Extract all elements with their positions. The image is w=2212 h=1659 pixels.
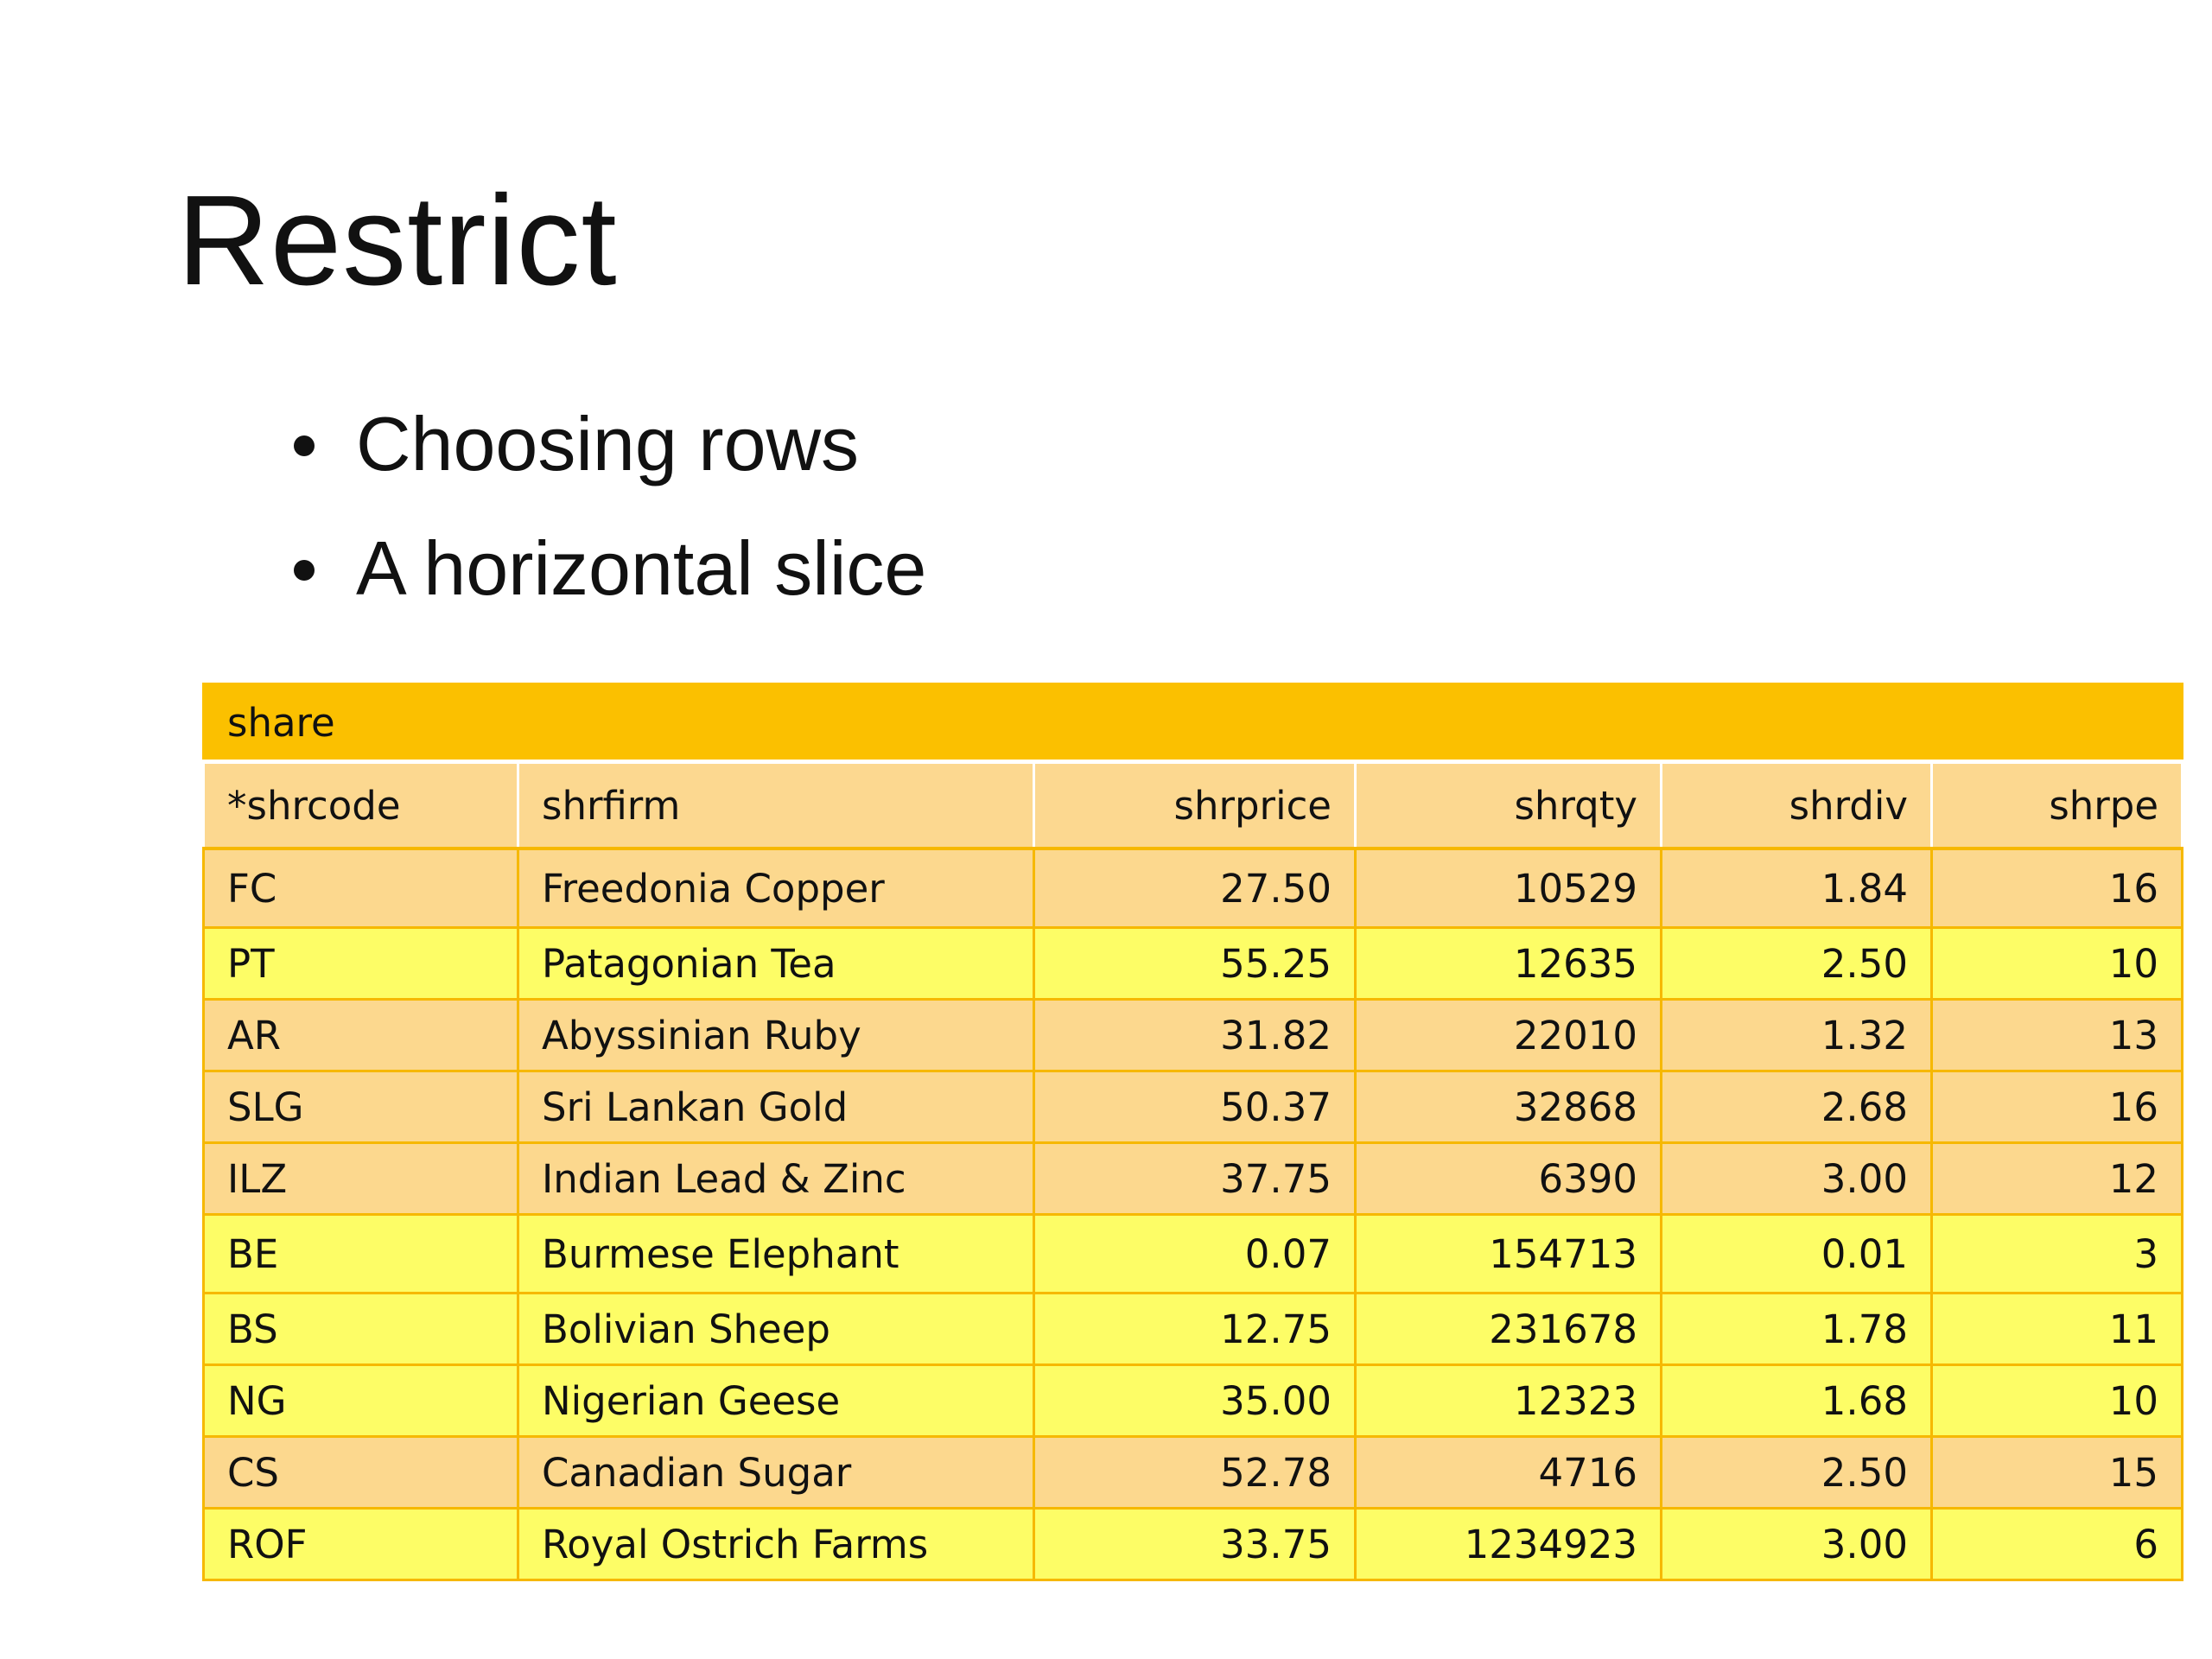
cell-shrdiv: 2.50 bbox=[1660, 926, 1933, 1001]
cell-shrprice: 12.75 bbox=[1033, 1292, 1357, 1366]
bullet-list: Choosing rows A horizontal slice bbox=[294, 406, 926, 655]
cell-shrfirm: Canadian Sugar bbox=[517, 1435, 1035, 1510]
table-row: BE Burmese Elephant 0.07 154713 0.01 3 bbox=[202, 1213, 2184, 1294]
cell-shrcode: SLG bbox=[202, 1070, 519, 1144]
table-row: BS Bolivian Sheep 12.75 231678 1.78 11 bbox=[202, 1292, 2184, 1366]
cell-shrqty: 12323 bbox=[1354, 1363, 1662, 1438]
cell-shrfirm: Patagonian Tea bbox=[517, 926, 1035, 1001]
column-header-shrprice: shrprice bbox=[1033, 760, 1357, 850]
cell-shrcode: AR bbox=[202, 998, 519, 1072]
share-table: share *shrcode shrfirm shrprice shrqty s… bbox=[201, 683, 2184, 1581]
cell-shrqty: 6390 bbox=[1354, 1141, 1662, 1216]
column-header-shrcode: *shrcode bbox=[202, 760, 519, 850]
bullet-text: A horizontal slice bbox=[356, 525, 927, 611]
bullet-dot-icon bbox=[294, 435, 315, 456]
cell-shrprice: 33.75 bbox=[1033, 1507, 1357, 1581]
cell-shrfirm: Indian Lead & Zinc bbox=[517, 1141, 1035, 1216]
cell-shrcode: FC bbox=[202, 847, 519, 929]
table-header-row: *shrcode shrfirm shrprice shrqty shrdiv … bbox=[202, 760, 2184, 850]
cell-shrcode: BS bbox=[202, 1292, 519, 1366]
cell-shrqty: 154713 bbox=[1354, 1213, 1662, 1294]
cell-shrprice: 50.37 bbox=[1033, 1070, 1357, 1144]
cell-shrfirm: Abyssinian Ruby bbox=[517, 998, 1035, 1072]
cell-shrcode: ILZ bbox=[202, 1141, 519, 1216]
cell-shrdiv: 2.50 bbox=[1660, 1435, 1933, 1510]
cell-shrpe: 16 bbox=[1929, 1070, 2184, 1144]
cell-shrprice: 52.78 bbox=[1033, 1435, 1357, 1510]
column-header-shrqty: shrqty bbox=[1354, 760, 1662, 850]
table-row: NG Nigerian Geese 35.00 12323 1.68 10 bbox=[202, 1363, 2184, 1438]
cell-shrqty: 32868 bbox=[1354, 1070, 1662, 1144]
cell-shrcode: ROF bbox=[202, 1507, 519, 1581]
cell-shrdiv: 1.84 bbox=[1660, 847, 1933, 929]
cell-shrdiv: 3.00 bbox=[1660, 1507, 1933, 1581]
cell-shrdiv: 3.00 bbox=[1660, 1141, 1933, 1216]
cell-shrcode: NG bbox=[202, 1363, 519, 1438]
column-header-shrfirm: shrfirm bbox=[517, 760, 1035, 850]
table-row: PT Patagonian Tea 55.25 12635 2.50 10 bbox=[202, 926, 2184, 1001]
cell-shrqty: 22010 bbox=[1354, 998, 1662, 1072]
cell-shrfirm: Bolivian Sheep bbox=[517, 1292, 1035, 1366]
cell-shrpe: 10 bbox=[1929, 926, 2184, 1001]
cell-shrcode: CS bbox=[202, 1435, 519, 1510]
cell-shrpe: 15 bbox=[1929, 1435, 2184, 1510]
table-row: ILZ Indian Lead & Zinc 37.75 6390 3.00 12 bbox=[202, 1141, 2184, 1216]
table-row: ROF Royal Ostrich Farms 33.75 1234923 3.00 6 bbox=[202, 1507, 2184, 1581]
cell-shrcode: BE bbox=[202, 1213, 519, 1294]
cell-shrcode: PT bbox=[202, 926, 519, 1001]
cell-shrprice: 37.75 bbox=[1033, 1141, 1357, 1216]
cell-shrdiv: 2.68 bbox=[1660, 1070, 1933, 1144]
cell-shrfirm: Nigerian Geese bbox=[517, 1363, 1035, 1438]
cell-shrqty: 10529 bbox=[1354, 847, 1662, 929]
bullet-text: Choosing rows bbox=[356, 401, 860, 486]
cell-shrpe: 6 bbox=[1929, 1507, 2184, 1581]
cell-shrdiv: 1.78 bbox=[1660, 1292, 1933, 1366]
cell-shrpe: 3 bbox=[1929, 1213, 2184, 1294]
cell-shrpe: 12 bbox=[1929, 1141, 2184, 1216]
cell-shrfirm: Freedonia Copper bbox=[517, 847, 1035, 929]
share-table-container: share *shrcode shrfirm shrprice shrqty s… bbox=[201, 683, 2184, 1581]
cell-shrprice: 27.50 bbox=[1033, 847, 1357, 929]
cell-shrqty: 12635 bbox=[1354, 926, 1662, 1001]
cell-shrqty: 1234923 bbox=[1354, 1507, 1662, 1581]
cell-shrprice: 55.25 bbox=[1033, 926, 1357, 1001]
bullet-item: Choosing rows bbox=[294, 406, 926, 493]
cell-shrprice: 0.07 bbox=[1033, 1213, 1357, 1294]
cell-shrfirm: Royal Ostrich Farms bbox=[517, 1507, 1035, 1581]
column-header-shrdiv: shrdiv bbox=[1660, 760, 1933, 850]
table-caption: share bbox=[201, 683, 2184, 763]
cell-shrqty: 4716 bbox=[1354, 1435, 1662, 1510]
table-row: CS Canadian Sugar 52.78 4716 2.50 15 bbox=[202, 1435, 2184, 1510]
cell-shrfirm: Burmese Elephant bbox=[517, 1213, 1035, 1294]
cell-shrdiv: 1.68 bbox=[1660, 1363, 1933, 1438]
cell-shrpe: 11 bbox=[1929, 1292, 2184, 1366]
cell-shrpe: 13 bbox=[1929, 998, 2184, 1072]
table-row: FC Freedonia Copper 27.50 10529 1.84 16 bbox=[202, 847, 2184, 929]
cell-shrprice: 31.82 bbox=[1033, 998, 1357, 1072]
cell-shrpe: 16 bbox=[1929, 847, 2184, 929]
slide-title: Restrict bbox=[177, 169, 618, 312]
bullet-item: A horizontal slice bbox=[294, 531, 926, 617]
cell-shrdiv: 1.32 bbox=[1660, 998, 1933, 1072]
table-caption-row: share bbox=[201, 683, 2184, 763]
column-header-shrpe: shrpe bbox=[1929, 760, 2184, 850]
cell-shrqty: 231678 bbox=[1354, 1292, 1662, 1366]
cell-shrprice: 35.00 bbox=[1033, 1363, 1357, 1438]
cell-shrdiv: 0.01 bbox=[1660, 1213, 1933, 1294]
table-row: AR Abyssinian Ruby 31.82 22010 1.32 13 bbox=[202, 998, 2184, 1072]
cell-shrpe: 10 bbox=[1929, 1363, 2184, 1438]
cell-shrfirm: Sri Lankan Gold bbox=[517, 1070, 1035, 1144]
table-row: SLG Sri Lankan Gold 50.37 32868 2.68 16 bbox=[202, 1070, 2184, 1144]
bullet-dot-icon bbox=[294, 560, 315, 581]
